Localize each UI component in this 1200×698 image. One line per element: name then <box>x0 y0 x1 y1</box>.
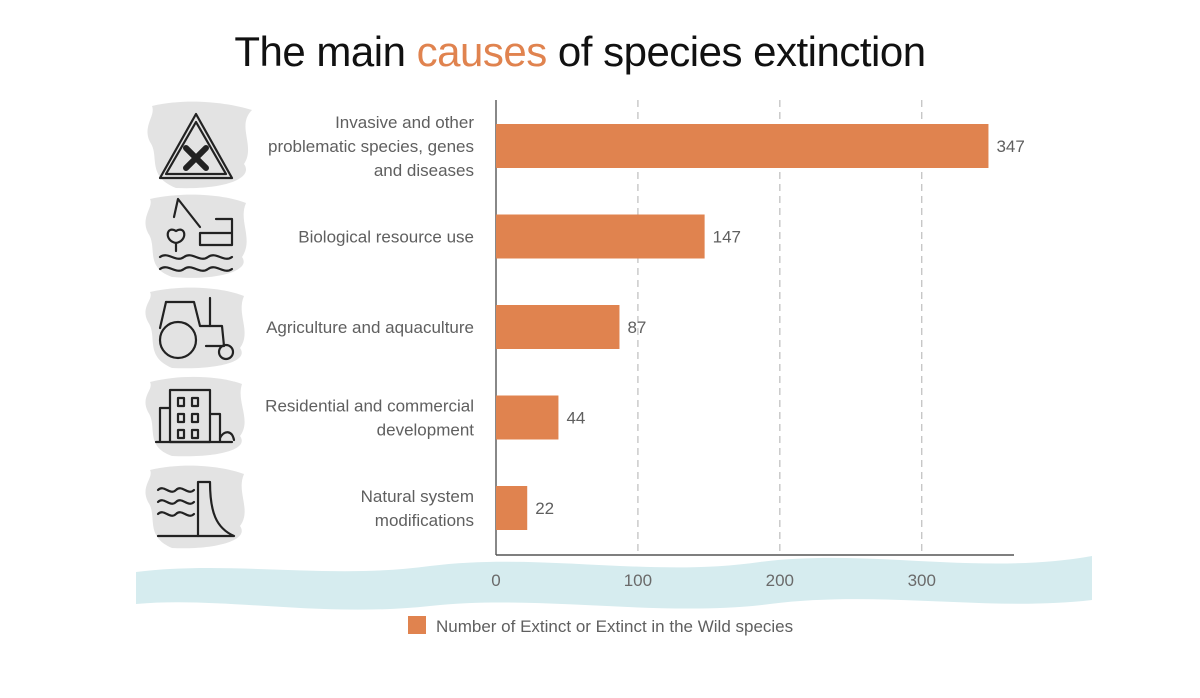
category-label: Invasive and other problematic species, g… <box>268 113 474 180</box>
warning-triangle-cross-icon <box>158 112 234 180</box>
icon-row-3 <box>145 376 245 457</box>
bar <box>496 486 528 530</box>
value-label: 44 <box>566 409 585 428</box>
brush-stroke <box>147 101 252 189</box>
tractor-icon <box>158 296 235 361</box>
icon-row-2 <box>145 287 245 369</box>
value-label: 87 <box>627 318 646 337</box>
dam-waves-icon <box>156 480 236 538</box>
brush-stroke <box>145 465 245 549</box>
x-tick-label: 100 <box>624 571 652 590</box>
icon-row-4 <box>145 465 245 549</box>
grid-lines <box>637 100 923 555</box>
legend: Number of Extinct or Extinct in the Wild… <box>408 616 793 636</box>
x-tick-labels: 0 100 200 300 <box>491 571 936 590</box>
x-tick-label: 0 <box>491 571 500 590</box>
bar <box>496 305 620 349</box>
icon-row-1 <box>145 194 247 278</box>
x-tick-label: 300 <box>908 571 936 590</box>
x-tick-label: 200 <box>766 571 794 590</box>
value-label: 147 <box>713 228 741 247</box>
legend-swatch <box>408 616 426 634</box>
category-label: Residential and commercial development <box>265 397 474 440</box>
bar <box>496 214 705 259</box>
value-label: 347 <box>996 137 1024 156</box>
building-icon <box>154 388 236 444</box>
category-labels: Invasive and other problematic species, g… <box>265 113 474 530</box>
chart-title: The main causes of species extinction <box>0 28 1160 76</box>
icon-row-0 <box>147 101 252 189</box>
title-accent: causes <box>416 28 548 75</box>
value-label: 22 <box>535 499 554 518</box>
title-part-2: of species extinction <box>546 28 926 75</box>
title-part-1: The main <box>234 28 417 75</box>
fishing-icon <box>158 197 234 272</box>
bar <box>496 124 989 168</box>
legend-label: Number of Extinct or Extinct in the Wild… <box>436 617 793 636</box>
bars: 347 147 87 44 22 <box>496 124 1025 530</box>
bar <box>496 395 559 440</box>
category-label: Biological resource use <box>298 228 474 247</box>
water-band <box>136 556 1092 610</box>
category-label: Agriculture and aquaculture <box>266 318 474 337</box>
category-label: Natural system modifications <box>361 487 474 530</box>
